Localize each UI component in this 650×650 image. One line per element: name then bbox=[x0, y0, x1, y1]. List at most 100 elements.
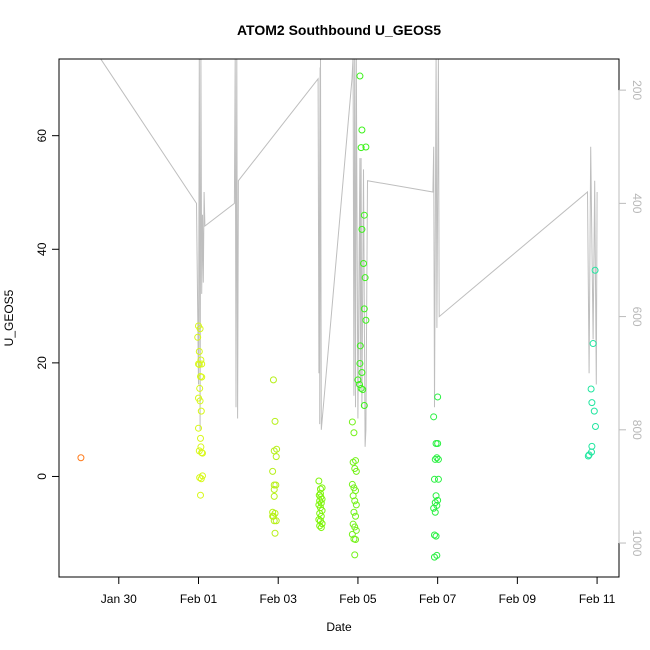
x-axis: Jan 30 Feb 01 Feb 03 Feb 05 Feb 07 Feb 09 Feb … bbox=[101, 576, 616, 606]
data-point bbox=[352, 536, 360, 544]
x-tick-label: Feb 03 bbox=[260, 592, 298, 606]
data-point bbox=[587, 385, 595, 393]
data-point bbox=[357, 384, 365, 392]
data-point bbox=[196, 325, 204, 333]
data-point bbox=[198, 449, 206, 457]
data-point bbox=[360, 305, 368, 313]
data-point bbox=[358, 369, 366, 377]
data-point bbox=[348, 418, 356, 426]
data-point bbox=[348, 530, 356, 538]
right-tick-label: 200 bbox=[630, 80, 644, 100]
data-point bbox=[271, 417, 279, 425]
data-point bbox=[434, 440, 442, 448]
data-point bbox=[352, 526, 360, 534]
data-point bbox=[358, 126, 366, 134]
data-point bbox=[589, 340, 597, 348]
data-point bbox=[271, 529, 279, 537]
x-tick-label: Feb 09 bbox=[499, 592, 537, 606]
data-point bbox=[362, 316, 370, 324]
data-point bbox=[590, 407, 598, 415]
data-point bbox=[318, 520, 326, 528]
data-point bbox=[591, 422, 599, 430]
data-point bbox=[588, 399, 596, 407]
data-point bbox=[361, 274, 369, 282]
data-point bbox=[434, 393, 442, 401]
data-point bbox=[584, 452, 592, 460]
data-point bbox=[352, 512, 360, 520]
data-point bbox=[430, 553, 438, 561]
data-point bbox=[432, 492, 440, 500]
data-point bbox=[585, 451, 593, 459]
data-point bbox=[77, 454, 85, 462]
data-point bbox=[272, 517, 280, 525]
data-point bbox=[359, 386, 367, 394]
data-point bbox=[197, 407, 205, 415]
y-axis: 0 20 40 60 bbox=[35, 129, 60, 480]
x-tick-label: Feb 05 bbox=[339, 592, 377, 606]
data-point bbox=[430, 504, 438, 512]
data-point bbox=[588, 442, 596, 450]
pressure-track bbox=[100, 59, 598, 447]
data-point bbox=[432, 532, 440, 540]
data-point bbox=[315, 477, 323, 485]
data-point bbox=[591, 266, 599, 274]
x-tick-label: Jan 30 bbox=[101, 592, 137, 606]
data-point bbox=[196, 397, 204, 405]
data-point bbox=[431, 508, 439, 516]
data-point bbox=[316, 522, 324, 530]
y-tick-label: 20 bbox=[35, 356, 49, 370]
data-point bbox=[194, 333, 202, 341]
data-point bbox=[198, 472, 206, 480]
data-point bbox=[351, 497, 359, 505]
chart-title: ATOM2 Southbound U_GEOS5 bbox=[237, 22, 441, 38]
data-point bbox=[362, 143, 370, 151]
data-point bbox=[434, 496, 442, 504]
data-point bbox=[434, 455, 442, 463]
data-points bbox=[77, 72, 599, 561]
data-point bbox=[198, 373, 206, 381]
data-point bbox=[349, 458, 357, 466]
x-tick-label: Feb 11 bbox=[579, 592, 616, 606]
right-tick-label: 600 bbox=[630, 307, 644, 327]
data-point bbox=[430, 413, 438, 421]
data-point bbox=[272, 453, 280, 461]
data-point bbox=[270, 486, 278, 494]
data-point bbox=[350, 429, 358, 437]
data-point bbox=[198, 360, 206, 368]
y-tick-label: 60 bbox=[35, 129, 49, 143]
data-point bbox=[430, 531, 438, 539]
data-point bbox=[270, 517, 278, 525]
data-point bbox=[356, 380, 364, 388]
data-point bbox=[195, 424, 203, 432]
flight-track-lines bbox=[100, 59, 598, 447]
right-axis: 200 400 600 800 1000 bbox=[618, 80, 644, 557]
data-point bbox=[350, 508, 358, 516]
data-point bbox=[354, 376, 362, 384]
y-tick-label: 40 bbox=[35, 242, 49, 256]
data-point bbox=[196, 491, 204, 499]
data-point bbox=[434, 475, 442, 483]
data-point bbox=[356, 72, 364, 80]
data-point bbox=[196, 384, 204, 392]
plot-frame bbox=[58, 58, 620, 578]
x-axis-label: Date bbox=[326, 620, 352, 634]
data-point bbox=[348, 480, 356, 488]
data-point bbox=[352, 467, 360, 475]
data-point bbox=[356, 359, 364, 367]
data-point bbox=[269, 467, 277, 475]
data-point bbox=[360, 259, 368, 267]
data-point bbox=[433, 454, 441, 462]
data-point bbox=[360, 401, 368, 409]
data-point bbox=[269, 376, 277, 384]
data-point bbox=[430, 475, 438, 483]
data-point bbox=[357, 144, 365, 152]
data-point bbox=[352, 501, 360, 509]
data-point bbox=[195, 348, 203, 356]
right-tick-label: 800 bbox=[630, 420, 644, 440]
data-point bbox=[269, 512, 277, 520]
data-point bbox=[360, 211, 368, 219]
x-tick-label: Feb 01 bbox=[180, 592, 218, 606]
data-point bbox=[351, 523, 359, 531]
x-tick-label: Feb 07 bbox=[419, 592, 457, 606]
